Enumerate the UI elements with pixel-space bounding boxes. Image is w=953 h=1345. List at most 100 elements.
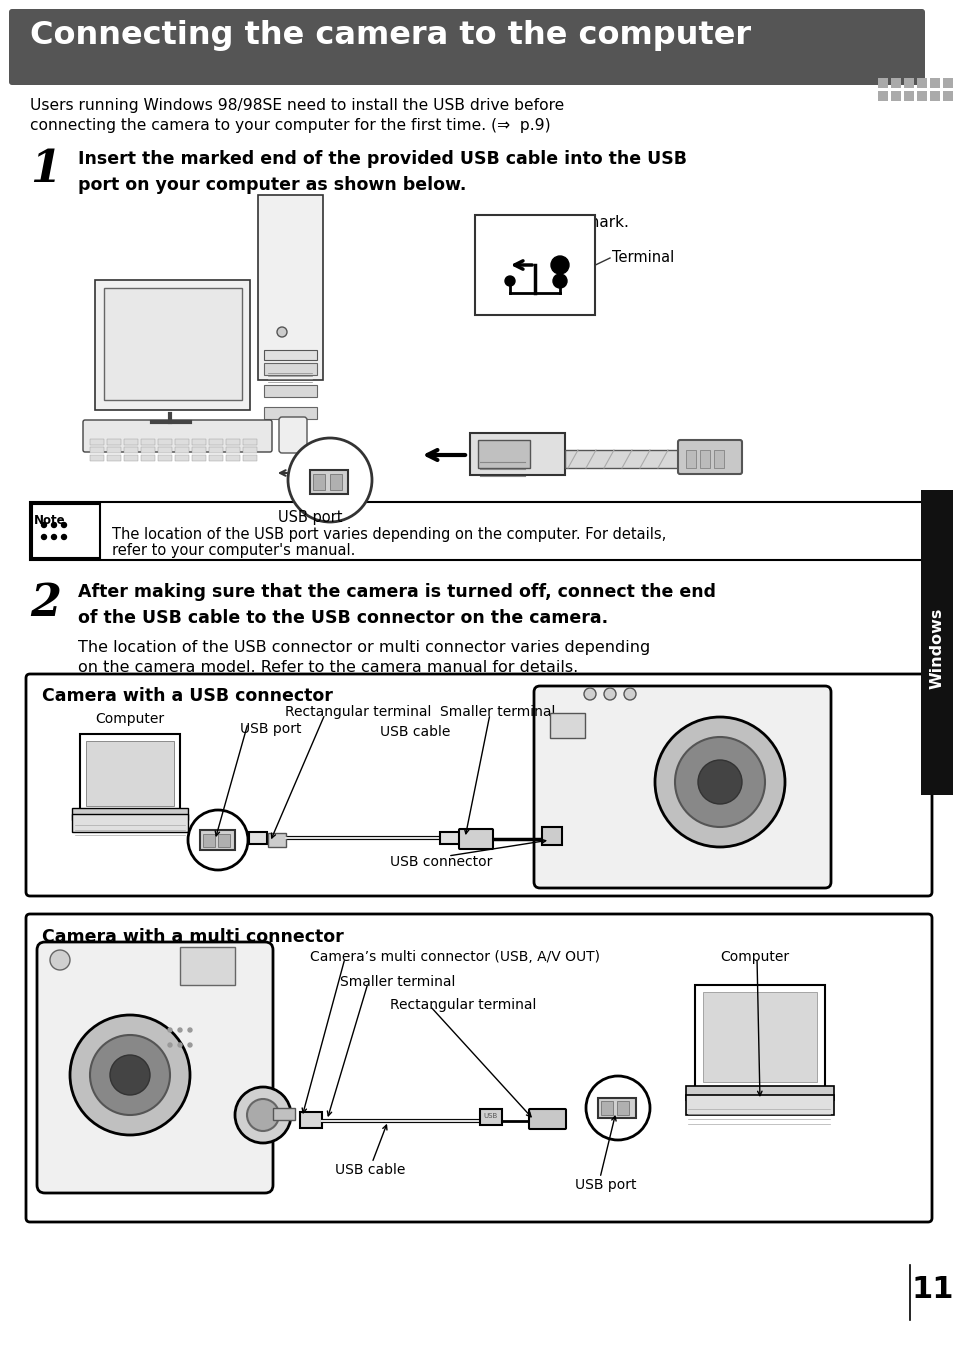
Circle shape bbox=[51, 534, 56, 539]
Bar bbox=[86, 741, 173, 806]
Circle shape bbox=[623, 689, 636, 699]
Circle shape bbox=[168, 1028, 172, 1032]
Bar bbox=[226, 438, 240, 445]
Bar bbox=[713, 451, 723, 468]
Bar bbox=[702, 993, 816, 1081]
Bar bbox=[249, 833, 267, 845]
Circle shape bbox=[50, 950, 70, 970]
Circle shape bbox=[61, 534, 67, 539]
Bar bbox=[200, 830, 234, 850]
Circle shape bbox=[675, 737, 764, 827]
Circle shape bbox=[61, 522, 67, 527]
Text: Camera with a multi connector: Camera with a multi connector bbox=[42, 928, 343, 946]
Text: Note: Note bbox=[34, 514, 66, 527]
Circle shape bbox=[583, 689, 596, 699]
Bar bbox=[30, 502, 929, 560]
Bar bbox=[174, 447, 189, 453]
Circle shape bbox=[234, 1087, 291, 1143]
Bar bbox=[475, 215, 595, 315]
Text: USB port: USB port bbox=[240, 722, 301, 736]
Text: 11: 11 bbox=[911, 1275, 953, 1305]
Bar bbox=[264, 350, 316, 360]
Circle shape bbox=[247, 1099, 278, 1131]
Bar bbox=[903, 91, 913, 101]
Text: Computer: Computer bbox=[95, 712, 164, 726]
FancyBboxPatch shape bbox=[83, 420, 272, 452]
Bar bbox=[470, 433, 564, 475]
Text: After making sure that the camera is turned off, connect the end
of the USB cabl: After making sure that the camera is tur… bbox=[78, 582, 716, 627]
Bar bbox=[685, 1085, 833, 1100]
Bar bbox=[439, 833, 459, 845]
FancyBboxPatch shape bbox=[458, 829, 493, 849]
Bar bbox=[90, 447, 104, 453]
Bar bbox=[479, 1110, 501, 1124]
Bar bbox=[299, 1112, 322, 1128]
Bar bbox=[226, 455, 240, 461]
Bar bbox=[71, 808, 188, 820]
Circle shape bbox=[585, 1076, 649, 1141]
Bar bbox=[929, 78, 939, 87]
Circle shape bbox=[178, 1042, 182, 1046]
Bar bbox=[264, 363, 316, 375]
Text: Computer: Computer bbox=[720, 950, 788, 964]
Bar bbox=[273, 1108, 294, 1120]
Bar bbox=[226, 447, 240, 453]
Text: Windows: Windows bbox=[928, 608, 943, 689]
Text: USB: USB bbox=[482, 1114, 497, 1119]
Bar bbox=[124, 438, 138, 445]
Bar bbox=[916, 78, 926, 87]
Bar bbox=[218, 834, 230, 847]
Bar bbox=[209, 447, 223, 453]
Bar bbox=[124, 455, 138, 461]
Text: 1: 1 bbox=[30, 148, 61, 191]
Text: USB port: USB port bbox=[575, 1178, 636, 1192]
Bar bbox=[104, 288, 242, 399]
Circle shape bbox=[188, 810, 248, 870]
Bar bbox=[942, 91, 952, 101]
Circle shape bbox=[188, 1042, 192, 1046]
Bar bbox=[890, 91, 900, 101]
Bar bbox=[158, 447, 172, 453]
Text: Insert the marked end of the provided USB cable into the USB
port on your comput: Insert the marked end of the provided US… bbox=[78, 151, 686, 194]
Bar bbox=[264, 385, 316, 397]
Text: Look for this mark.: Look for this mark. bbox=[484, 215, 628, 230]
Text: Camera’s multi connector (USB, A/V OUT): Camera’s multi connector (USB, A/V OUT) bbox=[310, 950, 599, 964]
Bar bbox=[268, 833, 286, 847]
Bar bbox=[257, 195, 323, 381]
Text: 2: 2 bbox=[30, 582, 61, 625]
Bar bbox=[685, 451, 696, 468]
Bar bbox=[700, 451, 709, 468]
Bar bbox=[158, 438, 172, 445]
Bar bbox=[107, 447, 121, 453]
Bar bbox=[209, 455, 223, 461]
Bar bbox=[330, 473, 341, 490]
Circle shape bbox=[553, 274, 566, 288]
FancyBboxPatch shape bbox=[534, 686, 830, 888]
Bar bbox=[107, 438, 121, 445]
Bar bbox=[203, 834, 214, 847]
Bar bbox=[71, 814, 188, 833]
Bar bbox=[243, 447, 256, 453]
Bar bbox=[174, 438, 189, 445]
Bar bbox=[141, 438, 154, 445]
Bar bbox=[80, 734, 180, 812]
Bar bbox=[90, 455, 104, 461]
Text: Connecting the camera to the computer: Connecting the camera to the computer bbox=[30, 20, 750, 51]
Bar bbox=[264, 408, 316, 420]
Circle shape bbox=[70, 1015, 190, 1135]
FancyBboxPatch shape bbox=[278, 417, 307, 453]
Bar bbox=[550, 713, 584, 738]
Text: refer to your computer's manual.: refer to your computer's manual. bbox=[112, 543, 355, 558]
Bar bbox=[95, 280, 250, 410]
Bar bbox=[929, 91, 939, 101]
FancyBboxPatch shape bbox=[26, 915, 931, 1223]
Bar bbox=[600, 1102, 613, 1115]
Bar bbox=[243, 455, 256, 461]
Circle shape bbox=[51, 522, 56, 527]
Bar bbox=[174, 455, 189, 461]
Text: Camera with a USB connector: Camera with a USB connector bbox=[42, 687, 333, 705]
Bar bbox=[209, 438, 223, 445]
Bar bbox=[877, 91, 887, 101]
Circle shape bbox=[276, 327, 287, 338]
Circle shape bbox=[42, 534, 47, 539]
